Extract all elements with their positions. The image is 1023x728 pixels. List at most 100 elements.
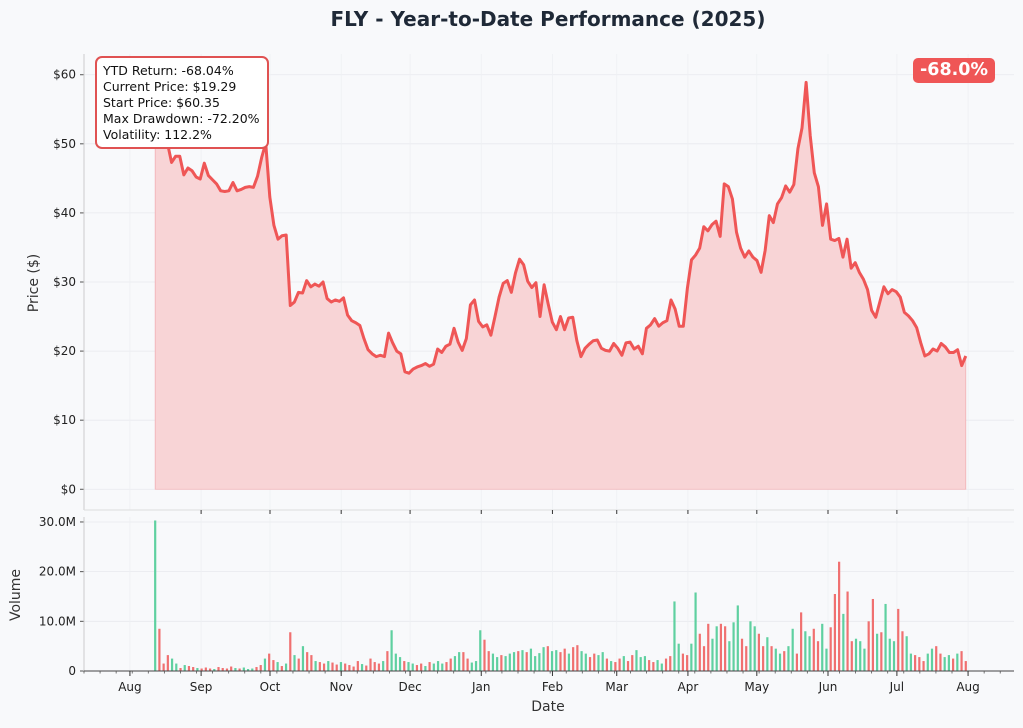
volume-bar [724, 626, 727, 671]
volume-bar [483, 639, 486, 671]
x-tick-label: Jun [818, 680, 838, 694]
volume-bar [846, 591, 849, 671]
volume-bar [694, 592, 697, 671]
volume-bar [496, 657, 499, 671]
volume-bar [331, 662, 334, 671]
volume-bar [428, 662, 431, 671]
volume-bar [154, 520, 157, 671]
volume-bar [192, 667, 195, 671]
volume-bar [833, 594, 836, 671]
volume-bar [196, 668, 199, 671]
volume-bar [838, 561, 841, 671]
volume-bar [179, 668, 182, 671]
x-tick-label: Apr [678, 680, 699, 694]
volume-bar [162, 663, 165, 671]
price-y-tick-label: $40 [53, 206, 76, 220]
volume-bar [787, 646, 790, 671]
volume-bar [749, 621, 752, 671]
volume-bar [314, 661, 317, 671]
volume-bar [622, 656, 625, 671]
volume-bar [327, 661, 330, 671]
volume-bar [449, 658, 452, 671]
volume-bar [508, 653, 511, 671]
price-y-axis: $0 $10 $20 $30 $40 $50 $60 [53, 54, 1014, 514]
volume-bar [555, 650, 558, 671]
volume-bar [187, 666, 191, 671]
volume-bar [935, 646, 938, 671]
return-badge: -68.0% [913, 58, 995, 83]
volume-bar [871, 598, 874, 671]
volume-bar [284, 663, 288, 671]
volume-bar [884, 603, 887, 671]
x-tick-label: Jan [471, 680, 491, 694]
volume-bar [702, 646, 706, 671]
stat-start-price: Start Price: $60.35 [103, 95, 220, 110]
volume-bar [825, 648, 828, 671]
volume-bar [707, 623, 710, 671]
x-tick-label: Sep [190, 680, 213, 694]
volume-bar [301, 646, 305, 671]
volume-bar [204, 667, 207, 671]
volume-bar [445, 662, 448, 671]
volume-bar [567, 653, 571, 671]
volume-bar [880, 632, 883, 671]
stat-volatility: Volatility: 112.2% [103, 127, 212, 142]
volume-bar [905, 636, 908, 671]
volume-bar [542, 647, 545, 671]
volume-bar [960, 651, 963, 671]
volume-bar [487, 651, 490, 671]
volume-bar [175, 663, 178, 671]
volume-bar [563, 648, 566, 671]
x-tick-label: Feb [542, 680, 563, 694]
volume-bar [842, 613, 845, 671]
volume-bar [479, 630, 482, 671]
volume-bar [394, 653, 397, 671]
volume-bar [221, 668, 224, 671]
volume-bar [255, 667, 258, 671]
x-axis-label: Date [531, 699, 564, 715]
volume-bar [559, 652, 562, 671]
volume-bar [791, 628, 794, 671]
volume-y-tick-label: 30.0M [39, 515, 76, 529]
stat-ytd-return: YTD Return: -68.04% [103, 63, 234, 78]
volume-bar [956, 653, 959, 671]
volume-bar [390, 630, 393, 671]
x-tick-label: May [744, 680, 769, 694]
volume-bar [289, 632, 292, 671]
volume-bar [230, 666, 233, 671]
volume-bar [436, 661, 440, 671]
volume-bar [373, 662, 376, 671]
volume-bar [268, 653, 271, 671]
volume-bar [930, 648, 934, 671]
volume-bar [474, 661, 478, 671]
volume-bar [690, 643, 693, 671]
volume-bar [918, 657, 921, 671]
volume-bars [154, 520, 967, 671]
volume-bar [618, 658, 621, 671]
volume-bar [635, 650, 638, 671]
volume-bar [322, 663, 326, 671]
price-y-axis-label: Price ($) [26, 254, 42, 312]
price-area-group [154, 80, 968, 490]
volume-bar [719, 623, 723, 671]
volume-bar [740, 638, 744, 671]
volume-bar [529, 648, 533, 671]
volume-bar [850, 641, 853, 671]
volume-bar [318, 662, 321, 671]
volume-bar [964, 661, 967, 671]
stat-max-drawdown: Max Drawdown: -72.20% [103, 111, 260, 126]
volume-bar [491, 653, 495, 671]
volume-bar [593, 653, 596, 671]
volume-bar [424, 666, 427, 671]
volume-bar [660, 663, 663, 671]
volume-y-tick-label: 10.0M [39, 614, 76, 628]
volume-bar [200, 668, 203, 671]
volume-bar [546, 646, 549, 671]
volume-bar [639, 657, 642, 671]
volume-bar [538, 653, 541, 671]
volume-bar [411, 663, 414, 671]
volume-bar [774, 648, 777, 671]
volume-bar [652, 662, 655, 671]
volume-bar [588, 657, 592, 671]
volume-bar [795, 653, 798, 671]
